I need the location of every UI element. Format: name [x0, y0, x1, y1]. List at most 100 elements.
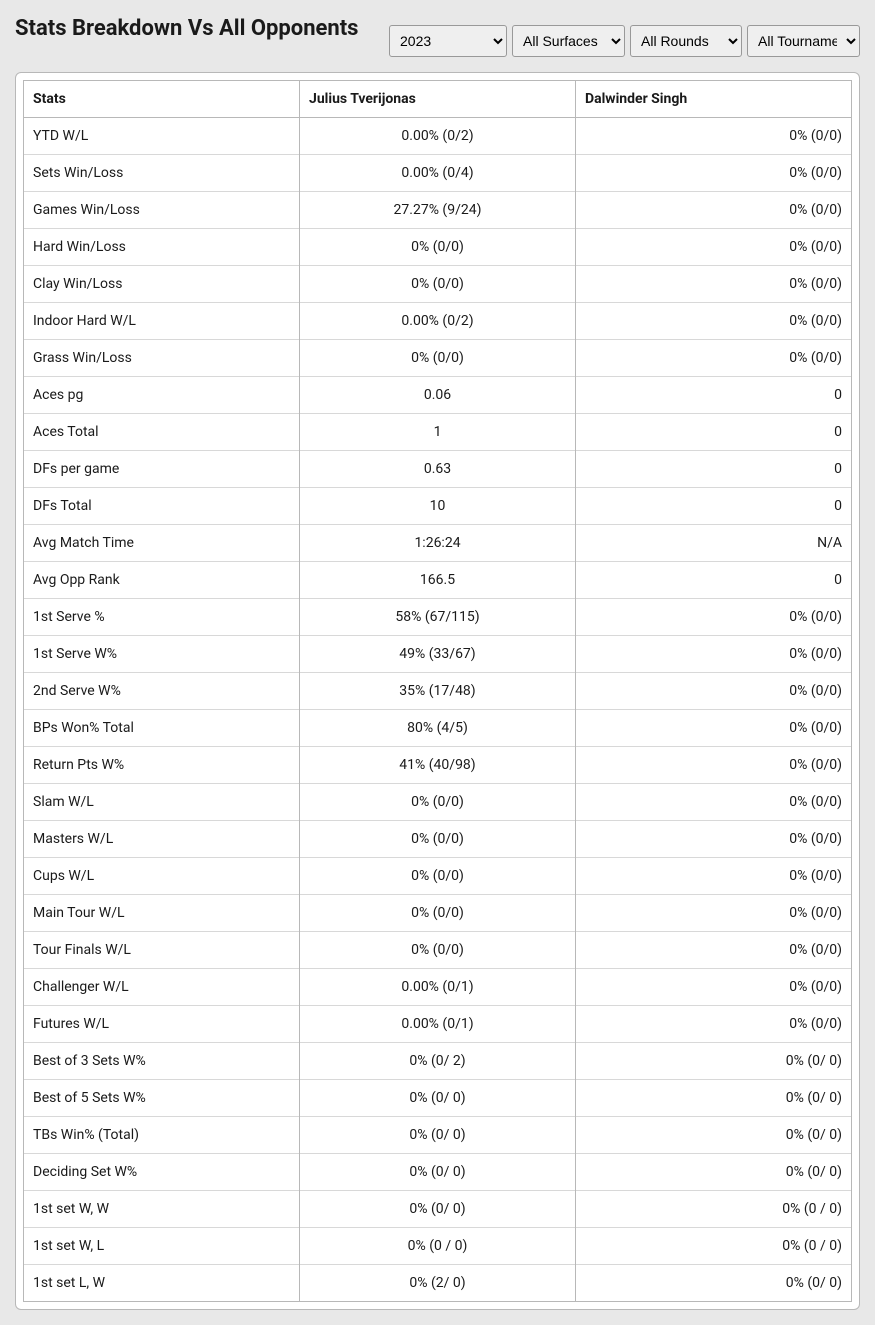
player1-value-cell: 41% (40/98)	[300, 747, 576, 784]
player1-value-cell: 0% (0/ 0)	[300, 1154, 576, 1191]
player1-value-cell: 166.5	[300, 562, 576, 599]
table-row: Grass Win/Loss0% (0/0)0% (0/0)	[24, 340, 852, 377]
stat-name-cell: Avg Opp Rank	[24, 562, 300, 599]
player2-value-cell: 0% (0/0)	[576, 118, 852, 155]
table-row: Clay Win/Loss0% (0/0)0% (0/0)	[24, 266, 852, 303]
table-row: 2nd Serve W%35% (17/48)0% (0/0)	[24, 673, 852, 710]
player2-value-cell: 0	[576, 562, 852, 599]
tournament-select[interactable]: All Tournaments	[747, 25, 860, 57]
stat-name-cell: Challenger W/L	[24, 969, 300, 1006]
player1-value-cell: 0% (0/0)	[300, 229, 576, 266]
table-row: 1st Serve %58% (67/115)0% (0/0)	[24, 599, 852, 636]
table-row: Main Tour W/L0% (0/0)0% (0/0)	[24, 895, 852, 932]
table-row: Cups W/L0% (0/0)0% (0/0)	[24, 858, 852, 895]
player1-value-cell: 0% (0/0)	[300, 784, 576, 821]
player2-value-cell: 0% (0/0)	[576, 266, 852, 303]
player2-value-cell: 0% (0/0)	[576, 229, 852, 266]
table-row: Tour Finals W/L0% (0/0)0% (0/0)	[24, 932, 852, 969]
stat-name-cell: Aces pg	[24, 377, 300, 414]
stats-table: Stats Julius Tverijonas Dalwinder Singh …	[23, 80, 852, 1302]
table-row: Avg Match Time1:26:24N/A	[24, 525, 852, 562]
player2-value-cell: 0% (0/0)	[576, 858, 852, 895]
table-row: Best of 5 Sets W%0% (0/ 0)0% (0/ 0)	[24, 1080, 852, 1117]
player1-value-cell: 0% (0/0)	[300, 932, 576, 969]
player2-value-cell: 0% (0/0)	[576, 636, 852, 673]
stat-name-cell: Games Win/Loss	[24, 192, 300, 229]
stat-name-cell: YTD W/L	[24, 118, 300, 155]
stat-name-cell: BPs Won% Total	[24, 710, 300, 747]
player2-value-cell: 0% (0 / 0)	[576, 1191, 852, 1228]
player1-value-cell: 80% (4/5)	[300, 710, 576, 747]
stat-name-cell: Indoor Hard W/L	[24, 303, 300, 340]
player1-value-cell: 0% (0/0)	[300, 266, 576, 303]
player1-value-cell: 0% (2/ 0)	[300, 1265, 576, 1302]
player1-value-cell: 10	[300, 488, 576, 525]
table-row: YTD W/L0.00% (0/2)0% (0/0)	[24, 118, 852, 155]
stat-name-cell: 1st Serve W%	[24, 636, 300, 673]
surface-select[interactable]: All Surfaces	[512, 25, 625, 57]
player2-value-cell: 0% (0/0)	[576, 155, 852, 192]
player2-value-cell: 0% (0/0)	[576, 710, 852, 747]
stat-name-cell: Aces Total	[24, 414, 300, 451]
player1-value-cell: 0% (0/ 2)	[300, 1043, 576, 1080]
player2-value-cell: N/A	[576, 525, 852, 562]
player1-value-cell: 27.27% (9/24)	[300, 192, 576, 229]
player2-value-cell: 0% (0/0)	[576, 1006, 852, 1043]
stat-name-cell: Masters W/L	[24, 821, 300, 858]
table-row: 1st Serve W%49% (33/67)0% (0/0)	[24, 636, 852, 673]
player1-value-cell: 0.00% (0/4)	[300, 155, 576, 192]
player1-value-cell: 0% (0 / 0)	[300, 1228, 576, 1265]
player2-value-cell: 0% (0/0)	[576, 303, 852, 340]
player1-value-cell: 0% (0/ 0)	[300, 1117, 576, 1154]
player2-value-cell: 0% (0/0)	[576, 895, 852, 932]
column-header-player1: Julius Tverijonas	[300, 81, 576, 118]
player2-value-cell: 0% (0/0)	[576, 340, 852, 377]
table-row: Aces pg0.060	[24, 377, 852, 414]
stat-name-cell: Best of 3 Sets W%	[24, 1043, 300, 1080]
stat-name-cell: 1st set W, W	[24, 1191, 300, 1228]
player1-value-cell: 0% (0/0)	[300, 821, 576, 858]
player1-value-cell: 0% (0/ 0)	[300, 1191, 576, 1228]
player2-value-cell: 0% (0/0)	[576, 969, 852, 1006]
player1-value-cell: 58% (67/115)	[300, 599, 576, 636]
table-row: Slam W/L0% (0/0)0% (0/0)	[24, 784, 852, 821]
player2-value-cell: 0	[576, 451, 852, 488]
round-select[interactable]: All Rounds	[630, 25, 742, 57]
player2-value-cell: 0% (0/ 0)	[576, 1265, 852, 1302]
player2-value-cell: 0% (0/0)	[576, 673, 852, 710]
stat-name-cell: 1st set W, L	[24, 1228, 300, 1265]
table-row: DFs Total100	[24, 488, 852, 525]
table-row: 1st set W, L0% (0 / 0)0% (0 / 0)	[24, 1228, 852, 1265]
player1-value-cell: 0.00% (0/2)	[300, 303, 576, 340]
player2-value-cell: 0% (0/0)	[576, 821, 852, 858]
table-row: Return Pts W%41% (40/98)0% (0/0)	[24, 747, 852, 784]
player2-value-cell: 0% (0 / 0)	[576, 1228, 852, 1265]
table-row: Indoor Hard W/L0.00% (0/2)0% (0/0)	[24, 303, 852, 340]
player2-value-cell: 0% (0/0)	[576, 932, 852, 969]
player2-value-cell: 0% (0/ 0)	[576, 1117, 852, 1154]
table-row: BPs Won% Total80% (4/5)0% (0/0)	[24, 710, 852, 747]
player1-value-cell: 0% (0/0)	[300, 895, 576, 932]
player2-value-cell: 0% (0/0)	[576, 784, 852, 821]
player1-value-cell: 0.06	[300, 377, 576, 414]
table-row: Avg Opp Rank166.50	[24, 562, 852, 599]
year-select[interactable]: 2023	[389, 25, 507, 57]
player2-value-cell: 0% (0/0)	[576, 192, 852, 229]
player1-value-cell: 0.00% (0/1)	[300, 969, 576, 1006]
player2-value-cell: 0	[576, 377, 852, 414]
player2-value-cell: 0	[576, 488, 852, 525]
table-row: Hard Win/Loss0% (0/0)0% (0/0)	[24, 229, 852, 266]
stat-name-cell: DFs Total	[24, 488, 300, 525]
column-header-player2: Dalwinder Singh	[576, 81, 852, 118]
column-header-stats: Stats	[24, 81, 300, 118]
page-title: Stats Breakdown Vs All Opponents	[15, 15, 358, 44]
stat-name-cell: Return Pts W%	[24, 747, 300, 784]
player2-value-cell: 0% (0/ 0)	[576, 1080, 852, 1117]
stat-name-cell: Sets Win/Loss	[24, 155, 300, 192]
table-row: 1st set W, W0% (0/ 0)0% (0 / 0)	[24, 1191, 852, 1228]
player2-value-cell: 0	[576, 414, 852, 451]
table-row: Deciding Set W%0% (0/ 0)0% (0/ 0)	[24, 1154, 852, 1191]
stat-name-cell: 1st set L, W	[24, 1265, 300, 1302]
stat-name-cell: Avg Match Time	[24, 525, 300, 562]
filters-container: 2023 All Surfaces All Rounds All Tournam…	[389, 15, 860, 57]
